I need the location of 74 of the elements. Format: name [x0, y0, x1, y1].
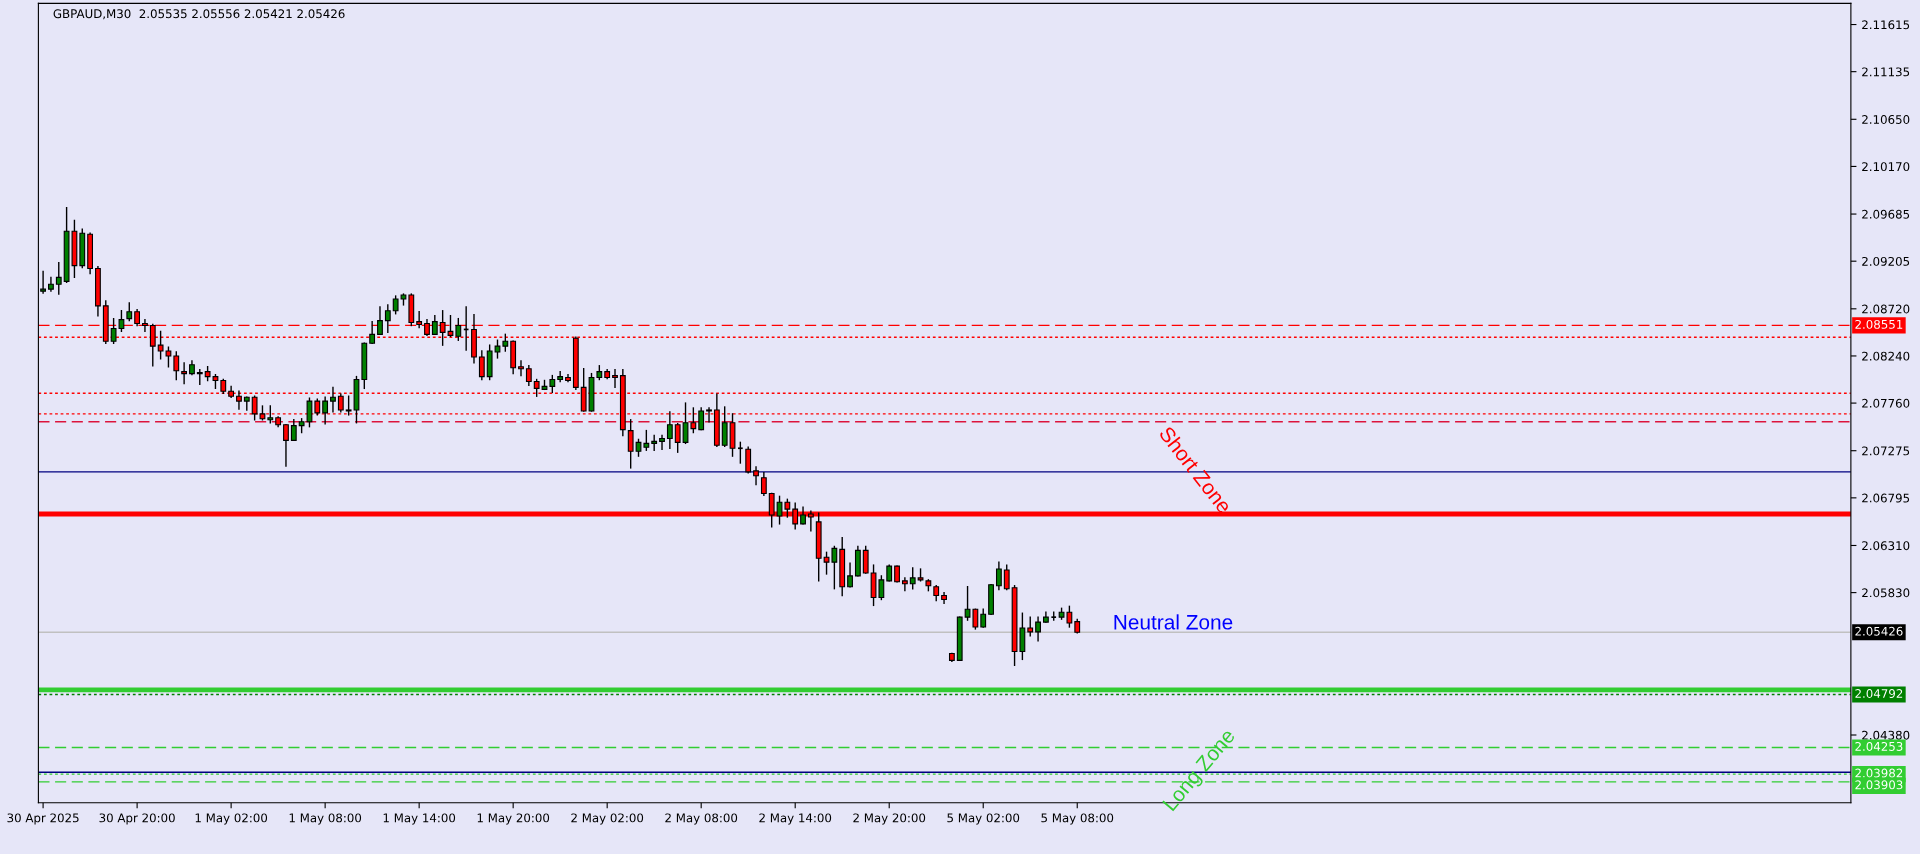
y-tick-label: 2.07760 [1862, 398, 1910, 408]
y-tick-label: 2.05830 [1862, 588, 1910, 598]
candlestick [1003, 564, 1010, 591]
y-tick-label: 2.08720 [1862, 304, 1910, 314]
candlestick [721, 406, 728, 447]
candlestick [862, 545, 869, 574]
ref-line-label: 2.03982 [1855, 768, 1903, 778]
y-tick-label: 2.10650 [1862, 115, 1910, 124]
candlestick [847, 562, 853, 588]
y-tick-label: 2.09685 [1862, 209, 1910, 219]
chart-title: GBPAUD,M30 2.05535 2.05556 2.05421 2.05426 [53, 9, 345, 20]
x-tick-label: 1 May 08:00 [289, 813, 362, 825]
x-tick-label: 2 May 08:00 [665, 813, 738, 825]
candlestick [384, 304, 391, 334]
candlestick [745, 446, 752, 474]
x-tick-label: 2 May 20:00 [853, 813, 926, 825]
candlestick [322, 396, 329, 425]
ref-line-label: 2.05426 [1855, 626, 1903, 636]
ref-line-label: 2.04792 [1855, 689, 1903, 698]
candlestick [55, 261, 62, 295]
x-tick-label: 30 Apr 2025 [7, 813, 79, 825]
y-tick-label: 2.09205 [1862, 256, 1910, 266]
y-tick-label: 2.08240 [1862, 351, 1910, 361]
candlestick [525, 365, 532, 387]
x-tick-label: 2 May 02:00 [571, 813, 644, 825]
candlestick [455, 317, 462, 341]
candlestick [1035, 616, 1041, 642]
ref-line-label: 2.08551 [1855, 319, 1903, 329]
ref-line-label: 2.03903 [1855, 780, 1903, 790]
candlestick [181, 362, 188, 385]
y-tick-label: 2.11615 [1862, 20, 1910, 30]
x-tick-label: 1 May 20:00 [477, 813, 550, 825]
y-tick-label: 2.04380 [1862, 730, 1910, 740]
x-tick-label: 2 May 14:00 [759, 813, 832, 825]
y-tick-label: 2.06795 [1862, 493, 1910, 503]
candlestick [909, 567, 916, 590]
candlestick [612, 369, 618, 389]
candlestick [330, 386, 336, 413]
candlestick [659, 434, 665, 450]
y-tick-label: 2.06310 [1862, 541, 1910, 551]
annotation: Neutral Zone [1114, 614, 1233, 630]
candlestick [627, 419, 634, 469]
candlestick [416, 311, 423, 329]
x-tick-label: 1 May 14:00 [383, 813, 456, 825]
candlestick [901, 577, 908, 592]
candlestick [557, 370, 564, 383]
x-tick-label: 1 May 02:00 [195, 813, 268, 825]
candlestick [369, 320, 376, 344]
x-tick-label: 5 May 08:00 [1041, 813, 1114, 825]
candlestick [737, 441, 744, 464]
candlestick [290, 419, 297, 442]
candlestick [698, 407, 705, 431]
candlestick [431, 314, 438, 336]
candlestick [518, 360, 524, 377]
candlestick [760, 472, 767, 497]
candlestick [666, 411, 673, 449]
y-tick-label: 2.11135 [1862, 67, 1910, 77]
candlestick [283, 423, 289, 467]
candlestick [674, 423, 681, 453]
x-tick-label: 30 Apr 20:00 [99, 813, 175, 825]
candlestick [173, 351, 180, 381]
x-tick-label: 5 May 02:00 [947, 813, 1020, 825]
ref-line-label: 2.04253 [1855, 741, 1903, 751]
candlestick [941, 591, 947, 605]
candlestick [995, 561, 1002, 591]
candlestick [377, 306, 383, 336]
y-tick-label: 2.10170 [1862, 162, 1910, 172]
candlestick [706, 407, 712, 423]
candlestick [48, 276, 54, 292]
y-tick-label: 2.07275 [1862, 446, 1910, 456]
candlestick [651, 434, 658, 451]
candlestick [478, 350, 485, 381]
candlestick [753, 466, 759, 486]
candlestick [1027, 616, 1034, 637]
